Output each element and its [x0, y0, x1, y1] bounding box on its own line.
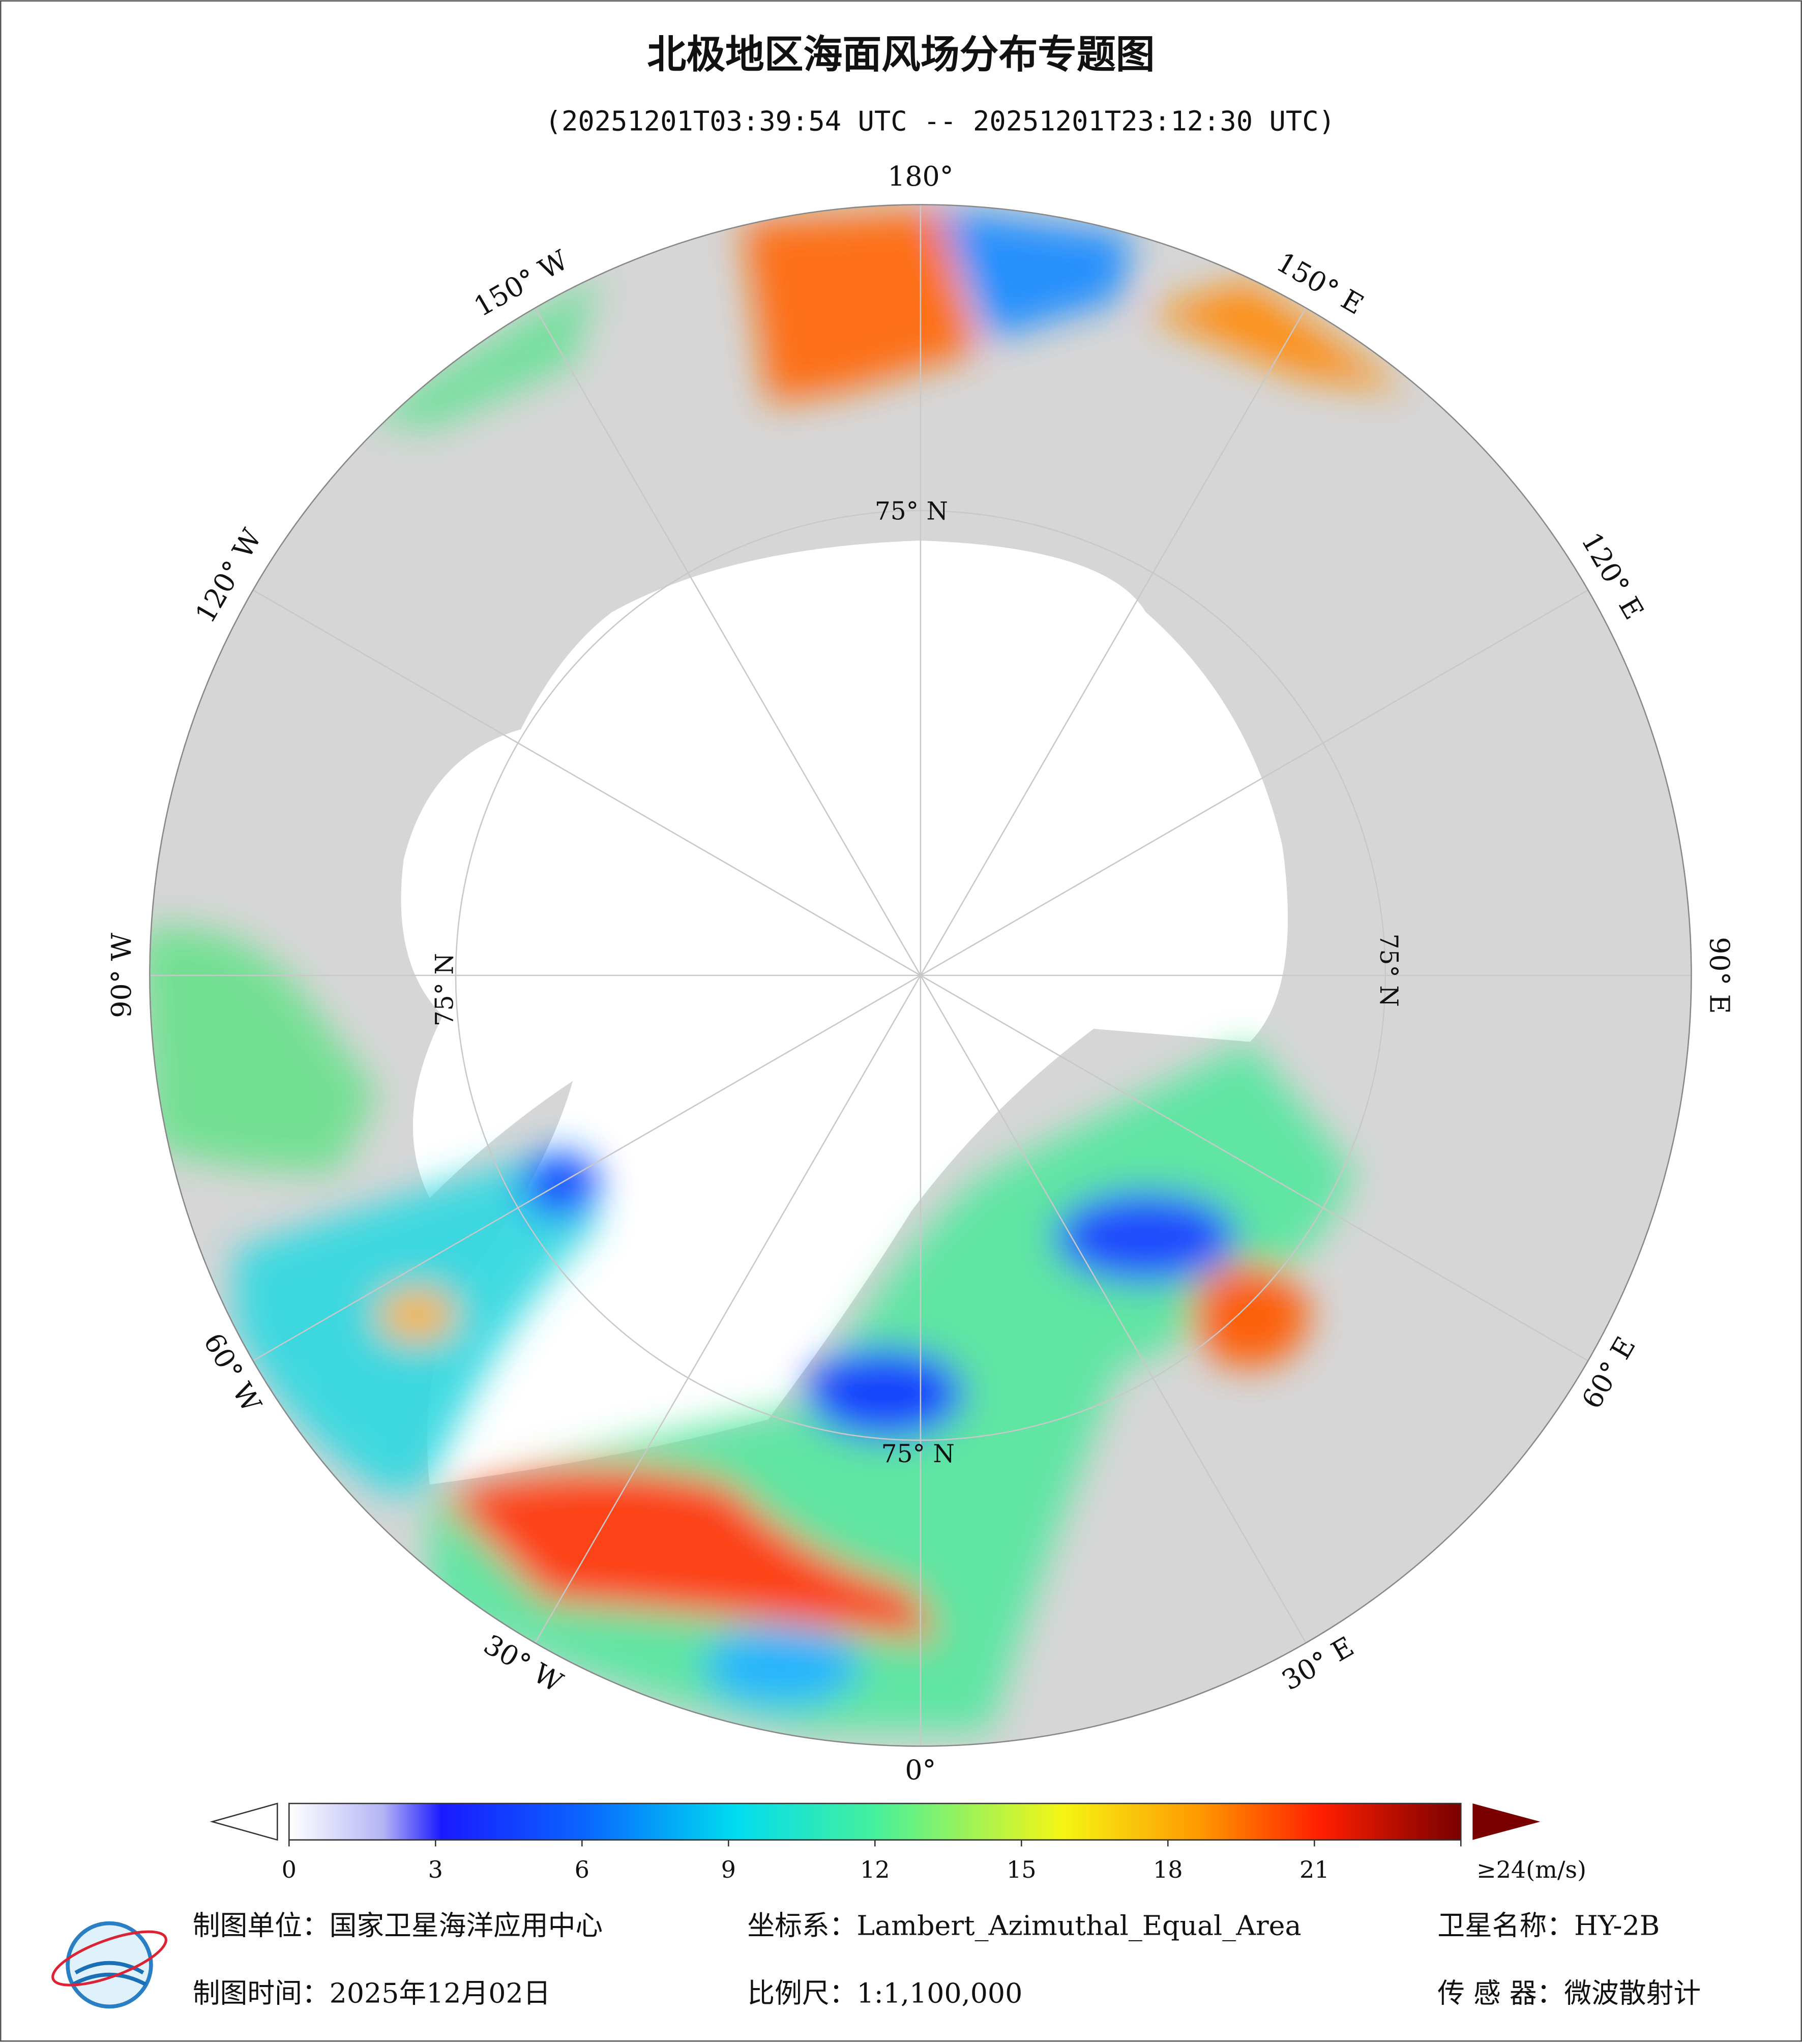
footer-sensor: 传 感 器：微波散射计 [1437, 1977, 1701, 2009]
colorbar-tick-label: 15 [1007, 1856, 1037, 1883]
colorbar-tick-label: 6 [575, 1856, 589, 1883]
time-range: (20251201T03:39:54 UTC -- 20251201T23:12… [545, 105, 1335, 137]
footer-date: 制图时间：2025年12月02日 [193, 1977, 551, 2009]
longitude-label: 0° [905, 1754, 936, 1786]
colorbar-tick-label: ≥24(m/s) [1476, 1856, 1586, 1883]
latitude-label: 75° N [1374, 934, 1403, 1007]
meridians [150, 204, 1692, 1746]
meridian [535, 307, 922, 976]
colorbar-tick-label: 12 [860, 1856, 890, 1883]
longitude-label: 90° E [1704, 937, 1736, 1014]
colorbar-tick-label: 18 [1153, 1856, 1183, 1883]
latitude-labels: 75° N 75° N 75° N 75° N [431, 497, 1403, 1468]
map-disk [150, 204, 1692, 1746]
meridian [920, 307, 1307, 976]
colorbar-bar [288, 1802, 1462, 1841]
longitude-label: 90° W [105, 932, 137, 1018]
colorbar-max-arrow [1472, 1803, 1541, 1840]
meridian [252, 589, 921, 976]
title: 北极地区海面风场分布专题图 [647, 33, 1155, 78]
colorbar-tick-label: 21 [1299, 1856, 1330, 1883]
footer-crs: 坐标系：Lambert_Azimuthal_Equal_Area [747, 1910, 1301, 1942]
map-border [149, 204, 1692, 1747]
footer-unit: 制图单位：国家卫星海洋应用中心 [193, 1910, 603, 1942]
colorbar-min-arrow [210, 1802, 278, 1841]
meridian [920, 589, 1589, 976]
latitude-label: 75° N [881, 1440, 955, 1468]
colorbar-tick-label: 9 [721, 1856, 736, 1883]
arctic-ocean [401, 540, 1288, 1485]
meridian [252, 974, 921, 1361]
longitude-label: 180° [888, 160, 953, 192]
logo [51, 1921, 167, 2009]
colorbar: 0 3 6 9 12 15 18 21 ≥24(m/s) [210, 1802, 1586, 1883]
meridian [535, 975, 922, 1644]
wind-field [150, 209, 1406, 1732]
meridian [920, 975, 1307, 1644]
latitude-label: 75° N [431, 953, 459, 1026]
colorbar-tick-label: 3 [428, 1856, 443, 1883]
latitude-label: 75° N [875, 497, 948, 526]
colorbar-tick-label: 0 [282, 1856, 297, 1883]
meridian [920, 974, 1589, 1361]
footer-satellite: 卫星名称：HY-2B [1437, 1910, 1660, 1942]
footer-scale: 比例尺：1:1,100,000 [747, 1977, 1022, 2009]
